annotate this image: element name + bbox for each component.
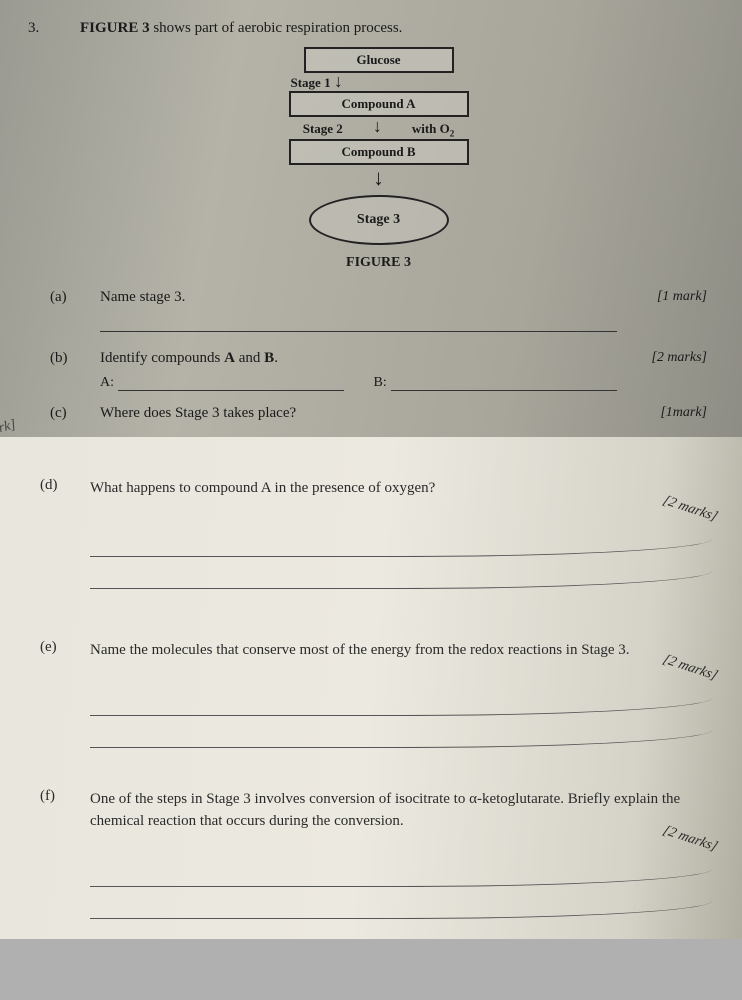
respiration-diagram: Glucose Stage 1 ↓ Compound A Stage 2 ↓ w…: [249, 47, 509, 271]
diagram-box-compound-a: Compound A: [289, 91, 469, 117]
arrow-down-icon: ↓: [249, 165, 509, 191]
sub-label-f: (f): [40, 788, 90, 919]
compound-a-label: A:: [100, 375, 114, 391]
question-e-text: Name the molecules that conserve most of…: [90, 639, 712, 662]
answer-line[interactable]: [391, 373, 617, 391]
arrow-down-icon: ↓: [373, 121, 382, 139]
question-b-text: Identify compounds A and B.: [100, 350, 617, 367]
figure-caption: FIGURE 3: [249, 255, 509, 271]
question-a: (a) Name stage 3. [1 mark]: [50, 289, 707, 332]
question-d: (d) What happens to compound A in the pr…: [40, 477, 722, 590]
diagram-with-o2: with O2: [412, 121, 454, 139]
answer-line[interactable]: [90, 895, 712, 919]
question-b: (b) Identify compounds A and B. A: B: [2…: [50, 350, 707, 391]
question-number: 3.: [28, 20, 39, 37]
question-f-text: One of the steps in Stage 3 involves con…: [90, 788, 712, 833]
intro-text: shows part of aerobic respiration proces…: [150, 20, 403, 36]
answer-line[interactable]: [90, 863, 712, 887]
diagram-box-glucose: Glucose: [304, 47, 454, 73]
sub-label-b: (b): [50, 350, 100, 391]
answer-line[interactable]: [90, 565, 712, 589]
figure-ref: FIGURE 3: [80, 20, 150, 36]
sub-label-e: (e): [40, 639, 90, 748]
marks-c: [1mark]: [660, 405, 707, 421]
answer-a-field[interactable]: A:: [100, 373, 344, 391]
diagram-stage1-label: Stage 1 ↓: [291, 75, 509, 91]
compound-b-label: B:: [374, 375, 387, 391]
answer-b-field[interactable]: B:: [374, 373, 618, 391]
diagram-box-compound-b: Compound B: [289, 139, 469, 165]
question-a-text: Name stage 3.: [100, 289, 617, 306]
question-f: (f) One of the steps in Stage 3 involves…: [40, 788, 722, 919]
answer-line[interactable]: [90, 692, 712, 716]
sub-label-c: (c): [50, 405, 100, 422]
question-c-text: Where does Stage 3 takes place?: [100, 405, 617, 422]
sub-label-a: (a): [50, 289, 100, 332]
sub-label-d: (d): [40, 477, 90, 590]
marks-a: [1 mark]: [657, 289, 707, 305]
question-intro: FIGURE 3 shows part of aerobic respirati…: [80, 20, 707, 37]
answer-line[interactable]: [118, 373, 344, 391]
marks-b: [2 marks]: [651, 350, 707, 366]
worksheet-bottom-section: (d) What happens to compound A in the pr…: [0, 437, 742, 939]
question-c: (c) Where does Stage 3 takes place? [1ma…: [50, 405, 707, 422]
answer-line[interactable]: [100, 310, 617, 332]
answer-line[interactable]: [90, 724, 712, 748]
question-e: (e) Name the molecules that conserve mos…: [40, 639, 722, 748]
diagram-ellipse-stage3: Stage 3: [309, 195, 449, 245]
page-edge-text: ark]: [0, 417, 18, 438]
diagram-stage2-label: Stage 2: [303, 121, 343, 139]
diagram-stage2-row: Stage 2 ↓ with O2: [249, 121, 509, 139]
arrow-down-icon: ↓: [334, 71, 343, 91]
answer-line[interactable]: [90, 533, 712, 557]
question-d-text: What happens to compound A in the presen…: [90, 477, 712, 500]
worksheet-top-section: 3. FIGURE 3 shows part of aerobic respir…: [0, 0, 742, 437]
